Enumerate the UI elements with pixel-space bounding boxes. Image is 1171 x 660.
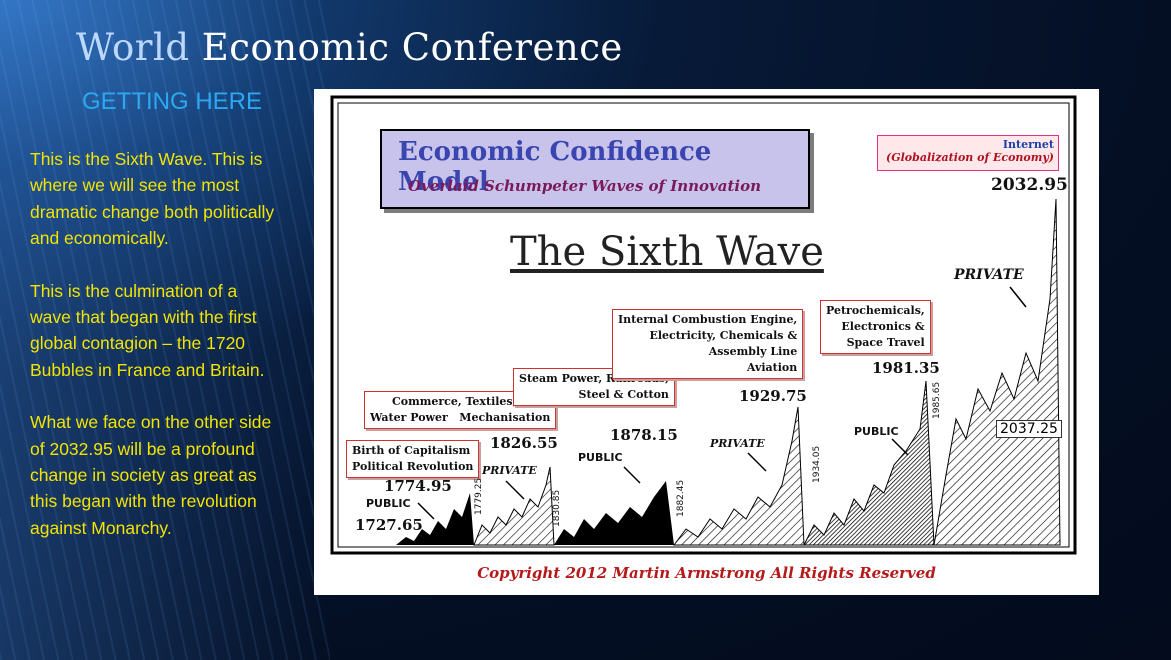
label-capitalism-line-1: Birth of Capitalism	[352, 444, 471, 457]
internet-line-2: (Globalization of Economy)	[886, 151, 1054, 164]
value-2037: 2037.25	[996, 420, 1062, 438]
value-1727: 1727.65	[355, 516, 423, 534]
value-1929: 1929.75	[739, 387, 807, 405]
arrow-5	[891, 438, 909, 456]
arrow-1	[417, 502, 435, 520]
word-private-1: PRIVATE	[482, 464, 537, 477]
label-combustion-line-3: Assembly Line	[708, 345, 798, 358]
inner-frame	[337, 102, 1070, 548]
body-text: This is the Sixth Wave. This is where we…	[30, 146, 280, 567]
wave-1	[396, 493, 474, 545]
value-1774: 1774.95	[384, 477, 452, 495]
label-capitalism: Birth of Capitalism Political Revolution	[346, 440, 480, 478]
word-public-1: PUBLIC	[366, 497, 411, 510]
slide-subtitle: GETTING HERE	[82, 88, 263, 115]
label-steam-line-2: Steel & Cotton	[578, 388, 669, 401]
label-commerce-line-2: Water Power Mechanisation	[370, 411, 551, 424]
value-1779: 1779.25	[474, 477, 484, 515]
label-petro-line-3: Space Travel	[846, 336, 925, 349]
ecm-subtitle: Overlaid Schumpeter Waves of Innovation	[408, 177, 762, 195]
word-private-3: PRIVATE	[954, 267, 1024, 283]
label-petro-line-2: Electronics &	[841, 320, 925, 333]
copyright-notice: Copyright 2012 Martin Armstrong All Righ…	[477, 564, 936, 582]
value-2032: 2032.95	[991, 175, 1068, 195]
value-1826: 1826.55	[490, 434, 558, 452]
arrow-2	[505, 480, 525, 500]
arrow-4	[747, 452, 767, 472]
slide-title: World Economic Conference	[76, 26, 623, 69]
economic-confidence-figure: Economic Confidence Model Overlaid Schum…	[314, 89, 1099, 595]
label-combustion-line-2: Electricity, Chemicals &	[649, 329, 798, 342]
wave-2	[473, 466, 555, 546]
wave-6	[933, 198, 1061, 546]
value-1981: 1981.35	[872, 359, 940, 377]
paragraph-1: This is the Sixth Wave. This is where we…	[30, 149, 275, 249]
value-1878: 1878.15	[610, 426, 678, 444]
label-capitalism-line-2: Political Revolution	[352, 460, 474, 473]
value-1985: 1985.65	[932, 381, 942, 419]
wave-4	[673, 406, 805, 546]
sixth-wave-heading: The Sixth Wave	[510, 229, 824, 275]
wave-3	[554, 481, 674, 545]
title-first-word: World	[76, 26, 190, 69]
word-public-3: PUBLIC	[854, 425, 899, 438]
ecm-title: Economic Confidence Model	[398, 137, 712, 197]
label-combustion-line-4: Aviation	[746, 361, 798, 374]
value-1882: 1882.45	[676, 479, 686, 517]
arrow-6	[1009, 286, 1027, 308]
label-combustion-line-1: Internal Combustion Engine,	[618, 313, 798, 326]
label-commerce-line-1: Commerce, Textiles, Iron,	[391, 395, 551, 408]
paragraph-2: This is the culmination of a wave that b…	[30, 280, 265, 380]
label-petrochemicals: Petrochemicals, Electronics & Space Trav…	[820, 300, 931, 354]
word-public-2: PUBLIC	[578, 451, 623, 464]
ecm-title-box: Economic Confidence Model Overlaid Schum…	[380, 129, 810, 209]
internet-line-1: Internet	[1002, 138, 1054, 151]
label-combustion: Internal Combustion Engine, Electricity,…	[612, 309, 804, 379]
value-1934: 1934.05	[812, 445, 822, 483]
word-private-2: PRIVATE	[710, 437, 765, 450]
arrow-3	[623, 466, 641, 484]
outer-frame	[330, 95, 1077, 555]
paragraph-3: What we face on the other side of 2032.9…	[30, 412, 272, 538]
value-1830: 1830.85	[552, 489, 562, 527]
internet-label: Internet (Globalization of Economy)	[877, 135, 1059, 171]
title-rest: Economic Conference	[201, 26, 623, 69]
figure-graphics	[330, 95, 1077, 555]
label-petro-line-1: Petrochemicals,	[826, 304, 925, 317]
wave-5	[803, 380, 935, 546]
